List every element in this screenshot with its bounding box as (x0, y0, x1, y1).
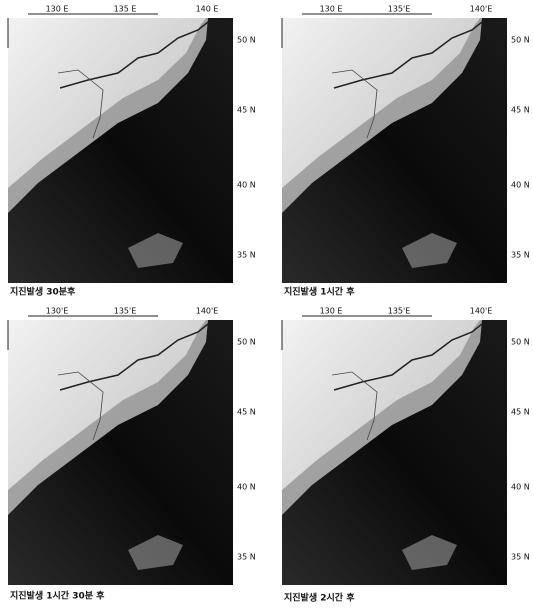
longitude-label: 140'E (470, 307, 493, 316)
map-panel: 130 E 135 E 140 E 50 N 45 N 40 N 35 N (7, 5, 256, 283)
latitude-label: 35 N (237, 251, 256, 260)
coastline (59, 21, 209, 89)
coastline (333, 21, 483, 89)
panel-caption: 지진발생 1시간 30분 후 (10, 590, 105, 602)
latitude-label: 50 N (237, 338, 256, 347)
wave-spots (128, 233, 183, 268)
longitude-label: 135'E (114, 307, 137, 316)
longitude-label: 130 E (320, 5, 343, 14)
river (331, 69, 378, 139)
map-panel: 130 E 135'E 140'E 50 N 45 N 40 N 35 N (281, 5, 530, 283)
longitude-label: 140'E (470, 5, 493, 14)
latitude-label: 40 N (237, 181, 256, 190)
longitude-label: 135'E (388, 5, 411, 14)
longitude-label: 135'E (388, 307, 411, 316)
sea (8, 18, 233, 283)
latitude-label: 35 N (237, 553, 256, 562)
sea (8, 320, 233, 585)
coastline (59, 323, 209, 391)
longitude-label: 130 E (320, 307, 343, 316)
wave-spots (402, 535, 457, 570)
latitude-label: 40 N (237, 483, 256, 492)
latitude-label: 45 N (511, 106, 530, 115)
river (57, 371, 104, 441)
latitude-label: 45 N (237, 408, 256, 417)
river (331, 371, 378, 441)
longitude-label: 130 E (46, 5, 69, 14)
wave-spots (128, 535, 183, 570)
latitude-label: 45 N (511, 408, 530, 417)
wave-spots (402, 233, 457, 268)
sea (282, 320, 507, 585)
latitude-label: 50 N (511, 338, 530, 347)
latitude-label: 50 N (511, 36, 530, 45)
latitude-label: 40 N (511, 181, 530, 190)
latitude-label: 45 N (237, 106, 256, 115)
coastline (333, 323, 483, 391)
panel-caption: 지진발생 1시간 후 (284, 286, 355, 298)
panel-caption: 지진발생 30분후 (10, 286, 76, 298)
longitude-label: 140'E (196, 307, 219, 316)
river (57, 69, 104, 139)
longitude-label: 135 E (114, 5, 137, 14)
longitude-label: 140 E (196, 5, 219, 14)
panel-caption: 지진발생 2시간 후 (284, 592, 355, 604)
latitude-label: 35 N (511, 251, 530, 260)
latitude-label: 40 N (511, 483, 530, 492)
latitude-label: 50 N (237, 36, 256, 45)
map-panel: 130 E 135'E 140'E 50 N 45 N 40 N 35 N (281, 307, 530, 585)
map-panel: 130'E 135'E 140'E 50 N 45 N 40 N 35 N (7, 307, 256, 585)
longitude-label: 130'E (46, 307, 69, 316)
latitude-label: 35 N (511, 553, 530, 562)
sea (282, 18, 507, 283)
